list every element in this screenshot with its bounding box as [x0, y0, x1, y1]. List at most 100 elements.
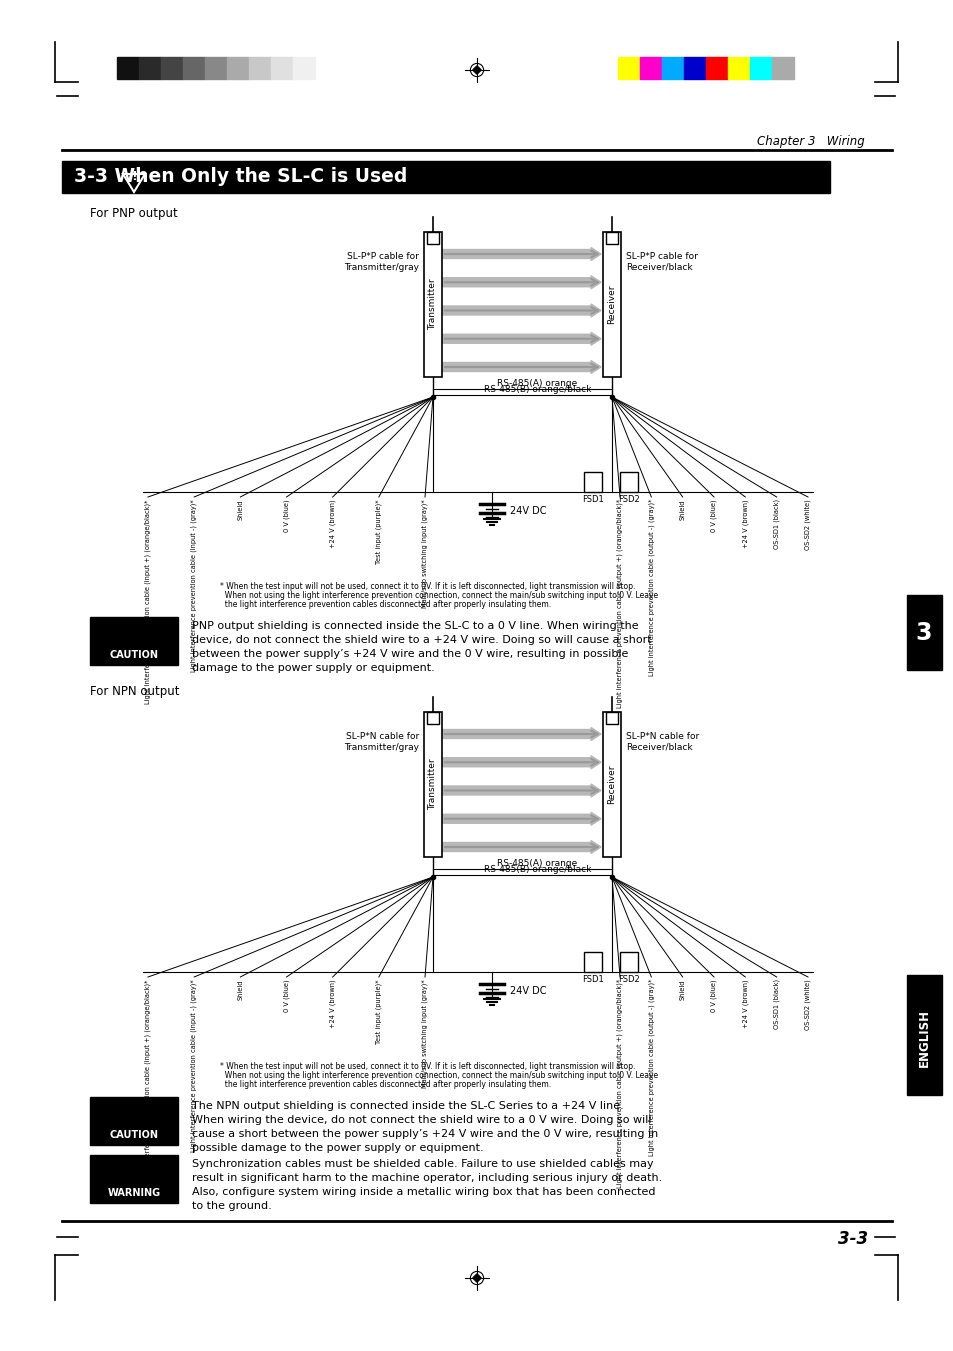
- Text: Light interference prevention cable (input +) (orange/black)*: Light interference prevention cable (inp…: [145, 499, 152, 704]
- FancyArrow shape: [441, 840, 600, 854]
- Bar: [227, 57, 249, 78]
- Text: Light interference prevention cable (output +) (orange/black)*: Light interference prevention cable (out…: [616, 499, 622, 708]
- Bar: [619, 471, 638, 492]
- Text: FSD1: FSD1: [581, 494, 603, 504]
- FancyArrow shape: [441, 727, 600, 740]
- Text: Shield: Shield: [679, 979, 685, 1000]
- Text: Light interference prevention cable (input -) (gray)*: Light interference prevention cable (inp…: [191, 499, 197, 671]
- Text: !: !: [131, 170, 136, 184]
- Bar: [90, 1097, 178, 1146]
- Text: RS-485(A) orange: RS-485(A) orange: [497, 380, 577, 388]
- Bar: [90, 617, 178, 665]
- Text: Test input (purple)*: Test input (purple)*: [375, 979, 382, 1043]
- FancyArrow shape: [441, 276, 600, 289]
- Text: the light interference prevention cables disconnected after properly insulating : the light interference prevention cables…: [220, 600, 551, 609]
- Text: Chapter 3   Wiring: Chapter 3 Wiring: [757, 135, 864, 149]
- Text: 0 V (blue): 0 V (blue): [283, 499, 290, 532]
- Text: +24 V (brown): +24 V (brown): [329, 499, 335, 547]
- Bar: [583, 952, 601, 971]
- Text: * When the test input will not be used, connect it to 0V. If it is left disconne: * When the test input will not be used, …: [220, 582, 635, 590]
- Bar: [117, 57, 139, 78]
- Bar: [771, 57, 793, 78]
- Text: Synchronization cables must be shielded cable. Failure to use shielded cables ma: Synchronization cables must be shielded …: [192, 1159, 661, 1210]
- Text: ENGLISH: ENGLISH: [917, 1009, 929, 1067]
- Bar: [605, 232, 618, 245]
- Text: FSD2: FSD2: [618, 975, 639, 984]
- Text: Shield: Shield: [237, 499, 243, 520]
- Text: SL-P*P cable for
Transmitter/gray: SL-P*P cable for Transmitter/gray: [344, 253, 418, 272]
- Bar: [749, 57, 771, 78]
- Text: Light interference prevention cable (output -) (gray)*: Light interference prevention cable (out…: [647, 499, 654, 677]
- Bar: [427, 232, 438, 245]
- Bar: [619, 952, 638, 971]
- Text: Test input (purple)*: Test input (purple)*: [375, 499, 382, 563]
- Text: PNP output shielding is connected inside the SL-C to a 0 V line. When wiring the: PNP output shielding is connected inside…: [192, 621, 651, 673]
- Bar: [423, 232, 441, 377]
- FancyArrow shape: [441, 247, 600, 261]
- Bar: [90, 1155, 178, 1202]
- Bar: [271, 57, 293, 78]
- Bar: [661, 57, 683, 78]
- Text: SL-P*N cable for
Receiver/black: SL-P*N cable for Receiver/black: [625, 732, 699, 751]
- Bar: [249, 57, 271, 78]
- Text: Light interference prevention cable (output +) (orange/black)*: Light interference prevention cable (out…: [616, 979, 622, 1189]
- Bar: [727, 57, 749, 78]
- Text: 24V DC: 24V DC: [510, 986, 546, 996]
- Text: 0 V (blue): 0 V (blue): [710, 979, 717, 1012]
- Bar: [427, 712, 438, 724]
- Polygon shape: [473, 66, 480, 74]
- Polygon shape: [473, 1274, 480, 1282]
- Text: Shield: Shield: [679, 499, 685, 520]
- FancyArrow shape: [441, 812, 600, 825]
- Text: +24 V (brown): +24 V (brown): [741, 979, 748, 1028]
- Bar: [139, 57, 161, 78]
- Text: Shield: Shield: [237, 979, 243, 1000]
- Text: The NPN output shielding is connected inside the SL-C Series to a +24 V line.
Wh: The NPN output shielding is connected in…: [192, 1101, 658, 1152]
- Bar: [639, 57, 661, 78]
- Bar: [602, 712, 620, 857]
- Text: FSD2: FSD2: [618, 494, 639, 504]
- Text: OS-SD2 (white): OS-SD2 (white): [804, 979, 810, 1029]
- Text: !: !: [131, 708, 136, 721]
- Text: CAUTION: CAUTION: [110, 1129, 158, 1140]
- Text: OS-SD1 (black): OS-SD1 (black): [773, 979, 780, 1029]
- Text: For PNP output: For PNP output: [90, 207, 177, 219]
- Bar: [205, 57, 227, 78]
- Bar: [183, 57, 205, 78]
- Text: Receiver: Receiver: [607, 285, 616, 324]
- Text: SL-P*P cable for
Receiver/black: SL-P*P cable for Receiver/black: [625, 253, 698, 272]
- Bar: [906, 975, 941, 1096]
- Text: Main/sub switching input (gray)*: Main/sub switching input (gray)*: [421, 499, 428, 608]
- Bar: [683, 57, 705, 78]
- Text: CAUTION: CAUTION: [110, 650, 158, 661]
- Text: !: !: [131, 228, 136, 242]
- Text: Light interference prevention cable (output -) (gray)*: Light interference prevention cable (out…: [647, 979, 654, 1156]
- Text: 3: 3: [915, 621, 931, 644]
- Text: * When the test input will not be used, connect it to 0V. If it is left disconne: * When the test input will not be used, …: [220, 1062, 635, 1071]
- Text: +24 V (brown): +24 V (brown): [741, 499, 748, 547]
- Text: 24V DC: 24V DC: [510, 507, 546, 516]
- Text: FSD1: FSD1: [581, 975, 603, 984]
- Text: 3-3: 3-3: [837, 1229, 867, 1248]
- FancyArrow shape: [441, 304, 600, 317]
- Bar: [423, 712, 441, 857]
- Text: WARNING: WARNING: [108, 1188, 160, 1198]
- FancyArrow shape: [441, 332, 600, 346]
- FancyArrow shape: [441, 755, 600, 769]
- Text: Light interference prevention cable (input +) (orange/black)*: Light interference prevention cable (inp…: [145, 979, 152, 1183]
- Bar: [62, 161, 829, 193]
- Text: OS-SD2 (white): OS-SD2 (white): [804, 499, 810, 550]
- FancyArrow shape: [441, 361, 600, 373]
- Bar: [705, 57, 727, 78]
- Text: the light interference prevention cables disconnected after properly insulating : the light interference prevention cables…: [220, 1079, 551, 1089]
- Text: When not using the light interference prevention connection, connect the main/su: When not using the light interference pr…: [220, 590, 658, 600]
- Bar: [293, 57, 314, 78]
- Text: For NPN output: For NPN output: [90, 685, 179, 698]
- Text: 0 V (blue): 0 V (blue): [710, 499, 717, 532]
- Text: OS-SD1 (black): OS-SD1 (black): [773, 499, 780, 549]
- Bar: [605, 712, 618, 724]
- Bar: [161, 57, 183, 78]
- FancyArrow shape: [441, 784, 600, 797]
- Text: Light interference prevention cable (input -) (gray)*: Light interference prevention cable (inp…: [191, 979, 197, 1152]
- Text: When not using the light interference prevention connection, connect the main/su: When not using the light interference pr…: [220, 1071, 658, 1079]
